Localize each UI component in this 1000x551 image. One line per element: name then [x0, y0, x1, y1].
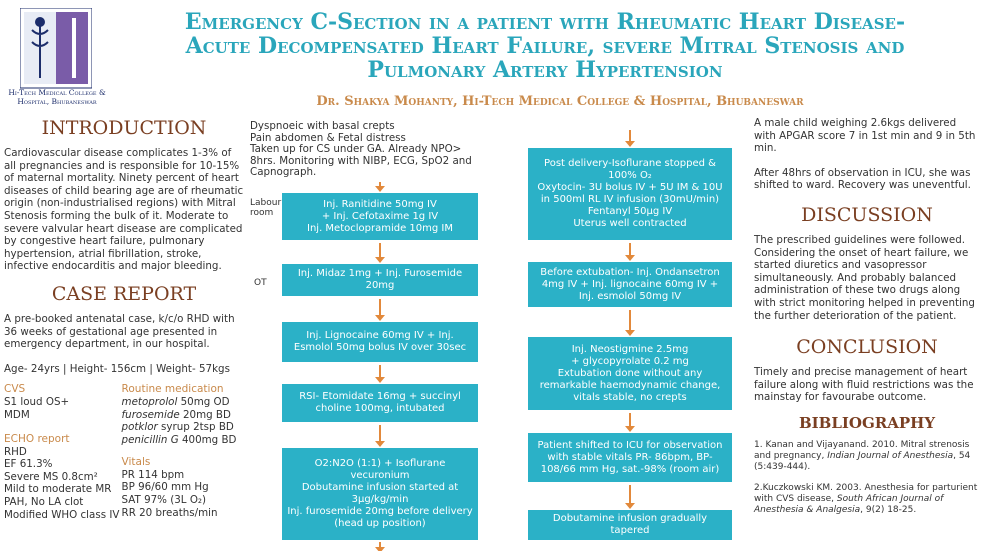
flow-intro: Dyspnoeic with basal crepts Pain abdomen …: [250, 120, 480, 179]
author: Dr. Shakya Mohanty, Hi-Tech Medical Coll…: [316, 94, 804, 109]
flow-box: Dobutamine infusion gradually tapered: [528, 510, 732, 540]
paragraph: Cardiovascular disease complicates 1-3% …: [4, 147, 244, 273]
arrow: [375, 365, 385, 383]
case-grid: CVS S1 loud OS+ MDM ECHO report RHD EF 61.3% S…: [4, 383, 244, 521]
paragraph: A pre-booked antenatal case, k/c/o RHD w…: [4, 312, 235, 351]
middle-column: Dyspnoeic with basal crepts Pain abdomen …: [250, 120, 510, 551]
list-line: Severe MS 0.8cm²: [4, 470, 98, 483]
reference-part: 1. Kanan and Vijayanand. 2010. Mitral st…: [754, 439, 970, 461]
intro-line: Taken up for CS under GA. Already NPO> 8…: [250, 143, 472, 178]
reference-part: 2.Kuczkowski KM. 2003. Anesthesia for pa…: [754, 482, 978, 504]
dose: syrup 2tsp BD: [157, 421, 234, 434]
list-line: Mild to moderate MR: [4, 483, 112, 496]
dose: 400mg BD: [178, 433, 237, 446]
reference: 1. Kanan and Vijayanand. 2010. Mitral st…: [754, 440, 980, 473]
dose: 50mg OD: [177, 395, 230, 408]
reference-part: , 9(2) 18-25.: [860, 504, 917, 515]
case-col: CVS S1 loud OS+ MDM ECHO report RHD EF 61.3% S…: [4, 383, 122, 521]
flow-box: Inj. Lignocaine 60mg IV + Inj. Esmolol 5…: [282, 322, 478, 362]
case-col: Routine medication metoprolol 50mg OD furo…: [122, 383, 244, 521]
intro-line: Pain abdomen & Fetal distress: [250, 131, 406, 144]
list-line: PR 114 bpm: [121, 468, 185, 481]
arrow: [375, 425, 385, 447]
section-heading: DISCUSSION: [801, 203, 933, 226]
list-line: PAH, No LA clot: [4, 496, 84, 509]
title-line: Pulmonary Artery Hypertension: [367, 57, 723, 83]
sub-heading: ECHO report: [4, 433, 70, 446]
medication: metoprolol 50mg OD: [122, 396, 244, 409]
left-column: INTRODUCTION Cardiovascular disease compl…: [4, 117, 244, 521]
list-line: MDM: [4, 408, 30, 421]
logo-caption: Hi-Tech Medical College & Hospital, Bhub…: [8, 88, 106, 106]
list-line: BP 96/60 mm Hg: [121, 481, 209, 494]
arrow: [625, 130, 635, 147]
dose: 20mg BD: [179, 408, 231, 421]
arrow: [375, 299, 385, 321]
arrow: [375, 542, 385, 551]
paragraph: A male child weighing 2.6kgs delivered w…: [754, 117, 976, 155]
flow-label: OT: [254, 278, 267, 288]
drug: penicillin G: [121, 433, 179, 446]
flow-box: Patient shifted to ICU for observation w…: [528, 433, 732, 482]
sub-heading: Routine medication: [121, 383, 224, 396]
reference: 2.Kuczkowski KM. 2003. Anesthesia for pa…: [754, 483, 980, 516]
flow-label: Labour room: [250, 198, 282, 218]
flow-box: Before extubation- Inj. Ondansetron 4mg …: [528, 262, 732, 307]
spacer: [4, 421, 122, 433]
flow-box: Inj. Midaz 1mg + Inj. Furosemide 20mg: [282, 264, 478, 296]
section-heading: INTRODUCTION: [41, 117, 207, 139]
title-line: Acute Decompensated Heart Failure, sever…: [185, 33, 905, 59]
flow-box: Post delivery-Isoflurane stopped & 100% …: [528, 148, 732, 240]
title: Emergency C-Section in a patient with Rh…: [100, 10, 990, 82]
drug: furosemide: [121, 408, 180, 421]
list-line: Modified WHO class IV: [4, 508, 120, 521]
paragraph: The prescribed guidelines were followed.…: [754, 233, 975, 322]
arrow: [625, 310, 635, 336]
drug: potklor: [121, 421, 158, 434]
logo: [20, 8, 92, 89]
vitals-line: Age- 24yrs | Height- 156cm | Weight- 57k…: [4, 362, 230, 375]
reference-part: Indian Journal of Anesthesia: [827, 450, 954, 461]
medication: furosemide 20mg BD: [122, 409, 244, 422]
title-line: Emergency C-Section in a patient with Rh…: [184, 9, 906, 35]
flow-box: RSI- Etomidate 16mg + succinyl choline 1…: [282, 384, 478, 422]
spacer: [122, 446, 244, 456]
arrow: [375, 182, 385, 192]
intro-line: Dyspnoeic with basal crepts: [250, 120, 395, 132]
sub-heading: Vitals: [121, 456, 151, 469]
reference-part: , 54 (5:439-444).: [754, 450, 971, 472]
flow-right: Post delivery-Isoflurane stopped & 100% …: [515, 121, 745, 551]
arrow: [625, 243, 635, 261]
arrow: [625, 413, 635, 432]
medication: potklor syrup 2tsp BD: [122, 421, 244, 434]
list-line: S1 loud OS+: [4, 395, 70, 408]
section-heading: CONCLUSION: [796, 336, 938, 359]
section-heading: BIBLIOGRAPHY: [798, 413, 936, 432]
paragraph: Timely and precise management of heart f…: [754, 366, 974, 404]
medication: penicillin G 400mg BD: [122, 434, 244, 447]
drug: metoprolol: [121, 395, 178, 408]
list-line: SAT 97% (3L O₂): [121, 494, 207, 507]
paragraph: After 48hrs of observation in ICU, she w…: [754, 166, 971, 192]
list-line: EF 61.3%: [4, 458, 53, 471]
right-column: A male child weighing 2.6kgs delivered w…: [754, 117, 980, 526]
flow-box: O2:N2O (1:1) + Isoflurane vecuronium Dob…: [282, 448, 478, 540]
arrow: [625, 485, 635, 509]
arrow: [375, 243, 385, 263]
flow-box: Inj. Ranitidine 50mg IV + Inj. Cefotaxim…: [282, 193, 478, 240]
section-heading: CASE REPORT: [51, 282, 197, 305]
list-line: RHD: [4, 445, 27, 458]
flow-box: Inj. Neostigmine 2.5mg + glycopyrolate 0…: [528, 337, 732, 410]
reference-part: South African Journal of Anesthesia & An…: [754, 493, 944, 515]
list-line: RR 20 breaths/min: [121, 506, 218, 519]
sub-heading: CVS: [4, 383, 26, 396]
